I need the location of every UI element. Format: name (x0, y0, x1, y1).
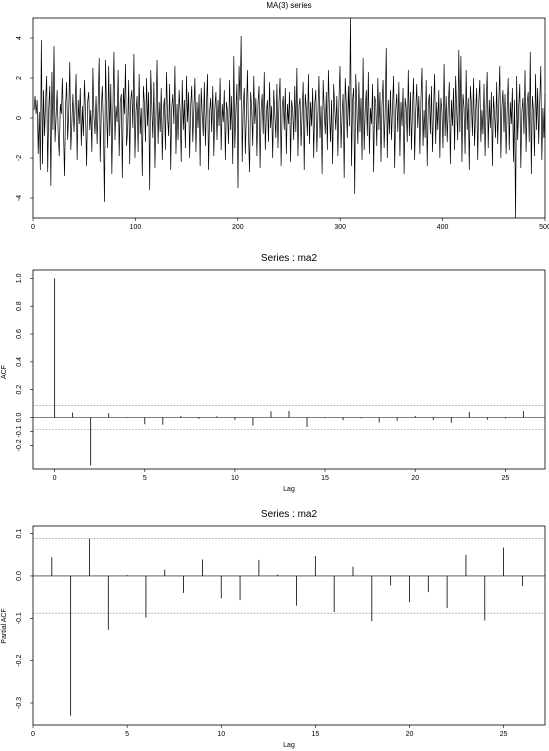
x-axis-label: Lag (283, 486, 295, 493)
y-tick-label: 2 (16, 76, 23, 80)
y-axis-ticks: -0.2 -0.1 0.0 0.2 0.4 0.6 0.8 1.0 (16, 273, 33, 451)
x-tick-label: 20 (411, 475, 419, 482)
y-axis-label: Partial ACF (1, 608, 8, 643)
plot-frame (32, 525, 546, 726)
y-tick-label: -0.3 (16, 697, 23, 709)
x-tick-label: 25 (501, 475, 509, 482)
ma3-series-panel: MA(3) series 0 100 200 300 400 500 -4 -2 0 2 4 (16, 1, 549, 231)
y-tick-label: 0.2 (16, 385, 23, 395)
plot-frame (32, 269, 546, 470)
x-tick-label: 20 (406, 731, 414, 738)
y-axis-label: ACF (1, 365, 8, 379)
y-tick-label: -0.2 (16, 655, 23, 667)
x-axis-ticks: 0 100 200 300 400 500 (31, 218, 549, 231)
y-tick-label: -0.1 (16, 425, 23, 437)
x-tick-label: 400 (437, 224, 449, 231)
y-tick-label: 0.8 (16, 301, 23, 311)
x-tick-label: 0 (31, 731, 35, 738)
chart-title: MA(3) series (266, 1, 311, 10)
x-tick-label: 25 (500, 731, 508, 738)
y-tick-label: 0.4 (16, 357, 23, 367)
y-axis-ticks: -4 -2 0 2 4 (16, 36, 33, 201)
y-tick-label: 4 (16, 36, 23, 40)
x-tick-label: 0 (31, 224, 35, 231)
chart-title: Series : ma2 (261, 253, 318, 264)
y-tick-label: 0.6 (16, 329, 23, 339)
y-axis-ticks: -0.3 -0.2 -0.1 0.0 0.1 (16, 529, 33, 709)
x-tick-label: 15 (321, 475, 329, 482)
x-tick-label: 100 (130, 224, 142, 231)
x-tick-label: 200 (232, 224, 244, 231)
series-line (33, 17, 546, 219)
y-tick-label: 0 (16, 116, 23, 120)
y-tick-label: 0.0 (16, 413, 23, 423)
x-axis-ticks: 0 5 10 15 20 25 (31, 725, 508, 738)
x-tick-label: 0 (53, 475, 57, 482)
chart-title: Series : ma2 (261, 509, 318, 520)
x-axis-ticks: 0 5 10 15 20 25 (53, 469, 509, 482)
x-tick-label: 10 (217, 731, 225, 738)
y-tick-label: -4 (16, 195, 23, 201)
x-tick-label: 10 (231, 475, 239, 482)
pacf-bars (51, 538, 523, 716)
x-tick-label: 500 (539, 224, 549, 231)
y-tick-label: 0.1 (16, 529, 23, 539)
y-tick-label: -0.2 (16, 439, 23, 451)
pacf-panel: Series : ma2 0 5 10 15 20 25 -0.3 -0.2 -0.1 0.0 0… (1, 509, 546, 749)
y-tick-label: -0.1 (16, 612, 23, 624)
y-tick-label: -2 (16, 155, 23, 161)
x-tick-label: 5 (143, 475, 147, 482)
y-tick-label: 0.0 (16, 571, 23, 581)
acf-bars (54, 278, 524, 466)
x-tick-label: 15 (311, 731, 319, 738)
x-tick-label: 5 (125, 731, 129, 738)
y-tick-label: 1.0 (16, 273, 23, 283)
acf-panel: Series : ma2 0 5 10 15 20 25 -0.2 -0.1 0.0 0.2 0.… (1, 253, 546, 493)
x-axis-label: Lag (283, 742, 295, 749)
x-tick-label: 300 (334, 224, 346, 231)
